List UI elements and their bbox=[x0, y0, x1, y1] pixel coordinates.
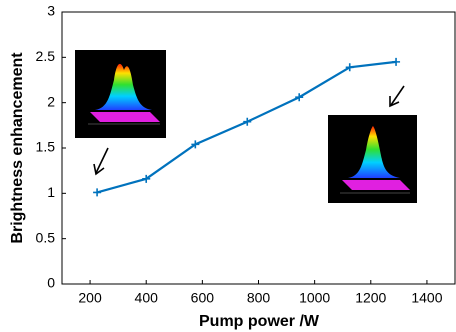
data-point bbox=[93, 188, 101, 196]
y-tick-label: 0.5 bbox=[36, 229, 56, 245]
y-tick-label: 2.5 bbox=[36, 48, 56, 64]
data-point bbox=[243, 118, 251, 126]
x-tick-label: 400 bbox=[135, 290, 159, 306]
y-tick-label: 0 bbox=[47, 275, 55, 291]
arrow bbox=[94, 148, 108, 174]
x-axis-label: Pump power /W bbox=[199, 313, 320, 330]
chart: Brightness enhancement Pump power /W 0 0.… bbox=[0, 0, 456, 332]
y-tick-label: 1 bbox=[47, 184, 55, 200]
y-axis-label: Brightness enhancement bbox=[9, 52, 26, 244]
inset-image bbox=[75, 50, 166, 138]
x-tick-label: 1400 bbox=[411, 290, 442, 306]
inset-image bbox=[328, 115, 417, 203]
x-tick-label: 1000 bbox=[299, 290, 330, 306]
x-tick-label: 600 bbox=[191, 290, 215, 306]
x-tick-label: 800 bbox=[247, 290, 271, 306]
x-tick-label: 1200 bbox=[355, 290, 386, 306]
y-tick-label: 3 bbox=[47, 3, 55, 19]
y-tick-label: 1.5 bbox=[36, 139, 56, 155]
x-tick-label: 200 bbox=[78, 290, 102, 306]
arrow bbox=[390, 86, 404, 106]
data-point bbox=[392, 58, 400, 66]
y-tick-label: 2 bbox=[47, 93, 55, 109]
